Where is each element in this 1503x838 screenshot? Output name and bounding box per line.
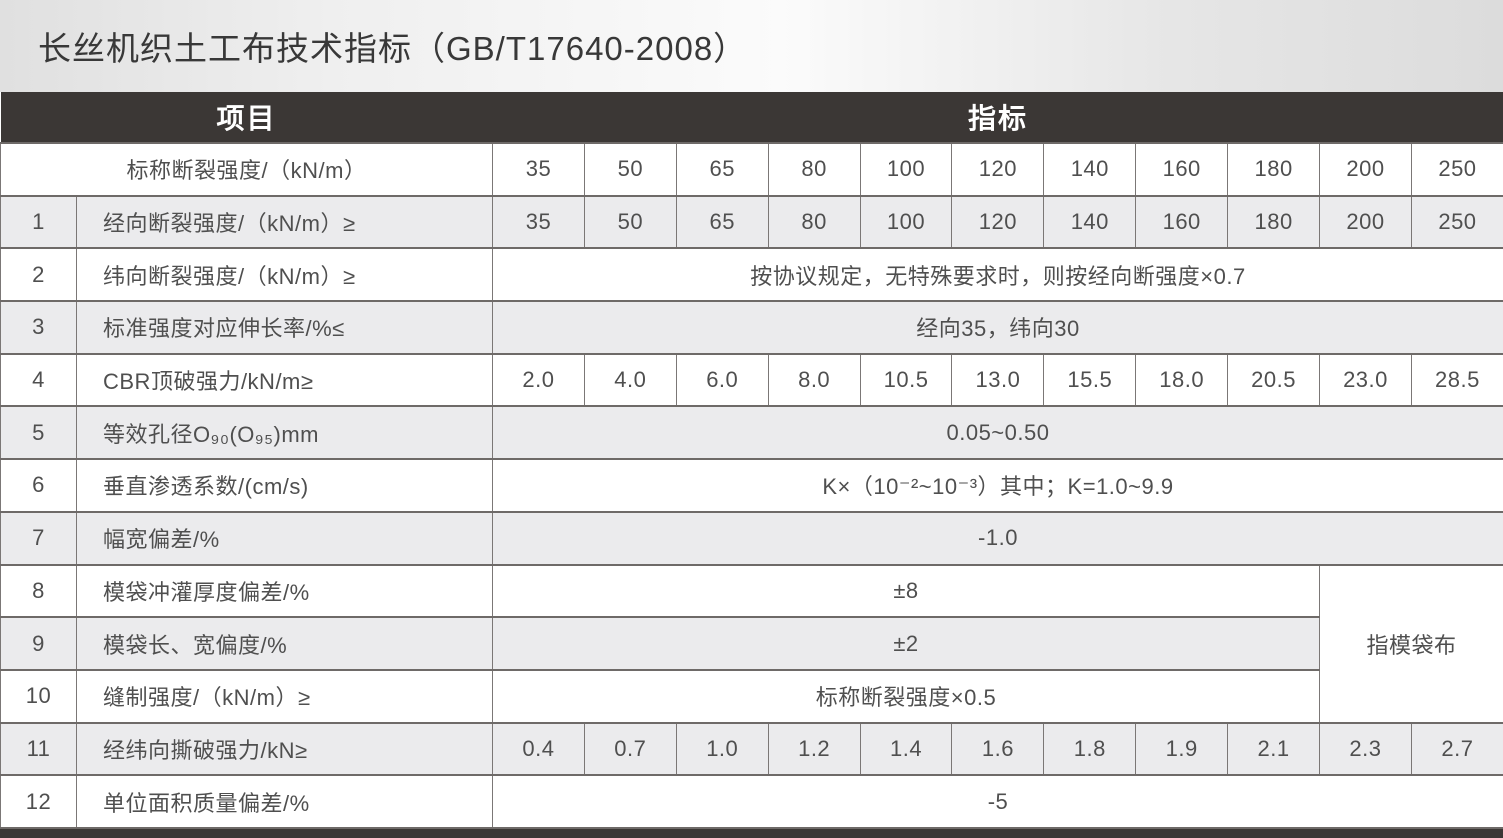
row-no: 4 [1,354,77,407]
value-cell: 35 [493,143,585,196]
table-row: 2 纬向断裂强度/（kN/m）≥ 按协议规定，无特殊要求时，则按经向断强度×0.… [1,248,1503,301]
row-label: 垂直渗透系数/(cm/s) [77,459,493,512]
value-cell: 200 [1320,143,1412,196]
col-header-index: 指标 [493,92,1503,143]
title-band: 长丝机织土工布技术指标（GB/T17640-2008） [0,0,1503,92]
table-row: 4 CBR顶破强力/kN/m≥ 2.0 4.0 6.0 8.0 10.5 13.… [1,354,1503,407]
value-cell: 250 [1411,196,1503,249]
table-row: 标称断裂强度/（kN/m） 35 50 65 80 100 120 140 16… [1,143,1503,196]
value-cell: 1.6 [952,723,1044,776]
value-cell: 1.0 [676,723,768,776]
bottom-bar [0,829,1503,838]
row-label: 模袋冲灌厚度偏差/% [77,565,493,618]
value-cell: 180 [1228,196,1320,249]
row-label: 等效孔径O₉₀(O₉₅)mm [77,406,493,459]
value-cell: 2.1 [1228,723,1320,776]
value-cell: 28.5 [1411,354,1503,407]
value-cell: 80 [768,196,860,249]
value-cell: 0.4 [493,723,585,776]
span-value-cell: -1.0 [493,512,1503,565]
value-cell: 120 [952,196,1044,249]
value-cell: 100 [860,196,952,249]
row-no: 3 [1,301,77,354]
span-value-cell: ±8 [493,565,1320,618]
row-no: 2 [1,248,77,301]
value-cell: 140 [1044,143,1136,196]
value-cell: 0.7 [584,723,676,776]
value-cell: 50 [584,143,676,196]
value-cell: 2.0 [493,354,585,407]
span-value-cell: 按协议规定，无特殊要求时，则按经向断强度×0.7 [493,248,1503,301]
table-row: 8 模袋冲灌厚度偏差/% ±8 指模袋布 [1,565,1503,618]
table-row: 9 模袋长、宽偏度/% ±2 [1,617,1503,670]
value-cell: 18.0 [1136,354,1228,407]
spec-table: 项目 指标 标称断裂强度/（kN/m） 35 50 65 80 100 120 … [0,92,1503,829]
row-label: 缝制强度/（kN/m）≥ [77,670,493,723]
row-no: 6 [1,459,77,512]
value-cell: 80 [768,143,860,196]
value-cell: 140 [1044,196,1136,249]
value-cell: 35 [493,196,585,249]
row-no: 12 [1,775,77,828]
value-cell: 120 [952,143,1044,196]
col-header-project: 项目 [1,92,493,143]
span-value-cell: 经向35，纬向30 [493,301,1503,354]
value-cell: 65 [676,143,768,196]
row-label: 标称断裂强度/（kN/m） [1,143,493,196]
row-label: 纬向断裂强度/（kN/m）≥ [77,248,493,301]
row-no: 9 [1,617,77,670]
row-label: 单位面积质量偏差/% [77,775,493,828]
table-header-row: 项目 指标 [1,92,1503,143]
value-cell: 6.0 [676,354,768,407]
page-title: 长丝机织土工布技术指标（GB/T17640-2008） [38,22,747,70]
value-cell: 13.0 [952,354,1044,407]
span-value-cell: K×（10⁻²~10⁻³）其中；K=1.0~9.9 [493,459,1503,512]
row-no: 8 [1,565,77,618]
span-value-cell: ±2 [493,617,1320,670]
value-cell: 20.5 [1228,354,1320,407]
row-no: 7 [1,512,77,565]
value-cell: 180 [1228,143,1320,196]
row-no: 1 [1,196,77,249]
row-no: 11 [1,723,77,776]
value-cell: 160 [1136,143,1228,196]
value-cell: 2.7 [1411,723,1503,776]
table-row: 12 单位面积质量偏差/% -5 [1,775,1503,828]
span-value-cell: -5 [493,775,1503,828]
table-row: 5 等效孔径O₉₀(O₉₅)mm 0.05~0.50 [1,406,1503,459]
value-cell: 15.5 [1044,354,1136,407]
table-row: 1 经向断裂强度/（kN/m）≥ 35 50 65 80 100 120 140… [1,196,1503,249]
row-label: 经向断裂强度/（kN/m）≥ [77,196,493,249]
table-row: 3 标准强度对应伸长率/%≤ 经向35，纬向30 [1,301,1503,354]
value-cell: 4.0 [584,354,676,407]
value-cell: 50 [584,196,676,249]
row-label: 经纬向撕破强力/kN≥ [77,723,493,776]
side-note-cell: 指模袋布 [1320,565,1503,723]
table-row: 11 经纬向撕破强力/kN≥ 0.4 0.7 1.0 1.2 1.4 1.6 1… [1,723,1503,776]
value-cell: 23.0 [1320,354,1412,407]
value-cell: 1.4 [860,723,952,776]
value-cell: 200 [1320,196,1412,249]
value-cell: 100 [860,143,952,196]
value-cell: 160 [1136,196,1228,249]
value-cell: 2.3 [1320,723,1412,776]
row-label: 标准强度对应伸长率/%≤ [77,301,493,354]
row-no: 10 [1,670,77,723]
value-cell: 10.5 [860,354,952,407]
row-label: 模袋长、宽偏度/% [77,617,493,670]
value-cell: 1.8 [1044,723,1136,776]
value-cell: 1.9 [1136,723,1228,776]
value-cell: 250 [1411,143,1503,196]
table-row: 7 幅宽偏差/% -1.0 [1,512,1503,565]
row-label: CBR顶破强力/kN/m≥ [77,354,493,407]
row-label: 幅宽偏差/% [77,512,493,565]
table-row: 10 缝制强度/（kN/m）≥ 标称断裂强度×0.5 [1,670,1503,723]
value-cell: 1.2 [768,723,860,776]
table-row: 6 垂直渗透系数/(cm/s) K×（10⁻²~10⁻³）其中；K=1.0~9.… [1,459,1503,512]
value-cell: 8.0 [768,354,860,407]
value-cell: 65 [676,196,768,249]
span-value-cell: 标称断裂强度×0.5 [493,670,1320,723]
span-value-cell: 0.05~0.50 [493,406,1503,459]
row-no: 5 [1,406,77,459]
